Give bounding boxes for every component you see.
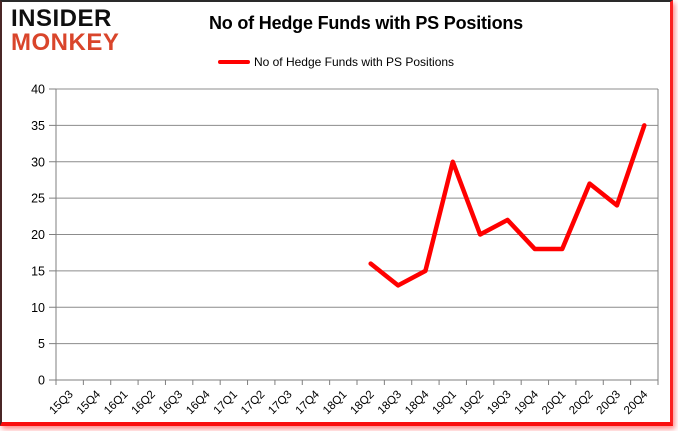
y-tick-label: 0 (38, 374, 45, 388)
y-tick-label: 25 (31, 192, 45, 206)
x-tick-label: 15Q4 (75, 388, 104, 417)
x-tick-label: 17Q4 (294, 388, 323, 417)
x-tick-label: 18Q3 (376, 389, 404, 417)
y-tick-label: 10 (31, 301, 45, 315)
insider-monkey-logo: INSIDER MONKEY (11, 7, 119, 54)
logo-line-monkey: MONKEY (11, 28, 120, 56)
x-tick-label: 16Q2 (130, 389, 158, 417)
y-tick-label: 30 (31, 155, 45, 169)
x-tick-label: 17Q1 (212, 389, 240, 417)
x-tick-label: 17Q2 (239, 389, 267, 417)
logo-line-insider: INSIDER (11, 5, 112, 32)
x-tick-label: 19Q3 (485, 389, 513, 417)
legend-label: No of Hedge Funds with PS Positions (253, 55, 455, 69)
x-tick-label: 19Q4 (513, 388, 542, 417)
x-tick-label: 16Q1 (102, 389, 130, 417)
y-tick-label: 5 (38, 337, 45, 351)
series-line-hedge-funds (368, 123, 647, 288)
y-tick-label: 40 (31, 83, 45, 97)
x-tick-label: 18Q4 (403, 388, 432, 417)
x-tick-label: 15Q3 (47, 389, 75, 417)
x-tick-label: 20Q2 (567, 389, 595, 417)
line-chart: 0 5 10 15 20 25 30 35 40 15Q315Q416Q116Q216Q316Q4… (31, 83, 659, 417)
x-tick-label: 18Q2 (348, 389, 376, 417)
y-tick-label: 35 (31, 119, 45, 133)
x-tick-label: 16Q4 (184, 388, 213, 417)
x-tick-label: 20Q1 (540, 389, 568, 417)
x-tick-label: 19Q2 (458, 389, 486, 417)
x-tick-label: 17Q3 (266, 389, 294, 417)
x-tick-label: 19Q1 (431, 389, 459, 417)
x-tick-label: 20Q4 (622, 388, 651, 417)
chart-title: No of Hedge Funds with PS Positions (208, 13, 523, 33)
legend-line-swatch (217, 60, 250, 64)
x-tick-label: 18Q1 (321, 389, 349, 417)
x-tick-label: 16Q3 (157, 389, 185, 417)
y-tick-label: 20 (31, 228, 45, 242)
x-tick-label: 20Q3 (595, 389, 623, 417)
chart-legend: No of Hedge Funds with PS Positions (2, 55, 670, 69)
y-tick-label: 15 (31, 264, 45, 278)
